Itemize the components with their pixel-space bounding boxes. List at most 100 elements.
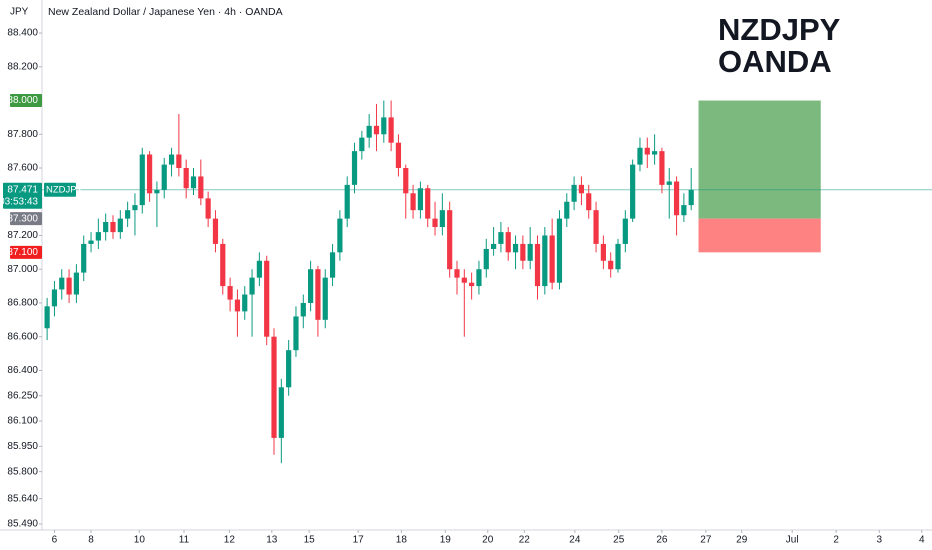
candle-body xyxy=(220,243,226,287)
candle-body xyxy=(681,205,687,216)
y-tick-label: 87.200 xyxy=(7,230,38,241)
symbol-badge xyxy=(44,182,76,197)
axis-currency: JPY xyxy=(10,7,29,18)
candle-body xyxy=(51,289,58,307)
y-tick-label: 85.800 xyxy=(7,466,38,477)
candle-body xyxy=(586,193,592,211)
candle-body xyxy=(373,125,380,135)
candle-body xyxy=(212,218,219,244)
candle-body xyxy=(337,218,343,253)
candle-body xyxy=(608,260,614,270)
candle-body xyxy=(410,193,416,211)
y-tick-label: 85.950 xyxy=(7,441,38,452)
candle-body xyxy=(578,184,585,194)
candle-body xyxy=(125,210,131,219)
y-tick-label: 88.400 xyxy=(7,28,38,39)
candle-body xyxy=(366,125,372,138)
candle-body xyxy=(351,151,358,185)
candle-body xyxy=(234,299,241,312)
x-tick-label: 20 xyxy=(482,535,494,546)
candle-body xyxy=(417,188,423,211)
y-tick-label: 88.200 xyxy=(7,61,38,72)
candle-body xyxy=(59,277,65,290)
candle-body xyxy=(117,218,123,233)
x-tick-label: 26 xyxy=(656,535,668,546)
x-tick-label: 12 xyxy=(224,535,236,546)
candle-body xyxy=(542,235,548,287)
candle-body xyxy=(527,243,533,261)
x-tick-label: 4 xyxy=(919,535,925,546)
y-tick-label: 86.400 xyxy=(7,365,38,376)
candle-body xyxy=(183,168,189,189)
x-tick-label: 3 xyxy=(877,535,883,546)
x-tick-label: 15 xyxy=(304,535,316,546)
candle-body xyxy=(454,269,460,278)
candle-body xyxy=(630,164,636,219)
candle-body xyxy=(644,147,650,155)
candle-body xyxy=(447,210,453,270)
candle-body xyxy=(622,218,628,244)
y-tick-label: 86.600 xyxy=(7,331,38,342)
y-tick-label: 87.800 xyxy=(7,129,38,140)
candle-body xyxy=(571,184,577,202)
watermark: OANDA xyxy=(718,44,832,79)
candle-body xyxy=(271,336,277,438)
x-tick-label: 13 xyxy=(266,535,278,546)
x-tick-label: Jul xyxy=(786,535,799,546)
y-tick-label: 85.640 xyxy=(7,493,38,504)
loss-zone xyxy=(698,218,821,253)
candle-body xyxy=(176,154,182,169)
candle-body xyxy=(512,243,519,253)
candle-body xyxy=(286,350,292,388)
x-tick-label: 6 xyxy=(52,535,58,546)
candle-body xyxy=(381,117,387,135)
candle-body xyxy=(505,232,511,253)
stop-label: 87.100 xyxy=(7,247,38,258)
candle-body xyxy=(534,243,541,287)
candle-body xyxy=(652,151,658,155)
candle-body xyxy=(688,189,694,206)
candle-body xyxy=(205,198,211,219)
candle-body xyxy=(359,137,365,152)
y-tick-label: 87.000 xyxy=(7,264,38,275)
candle-body xyxy=(249,277,255,295)
candle-body xyxy=(556,218,563,283)
candle-body xyxy=(73,272,79,295)
candle-body xyxy=(329,252,336,278)
candle-body xyxy=(322,277,328,320)
candle-body xyxy=(146,154,153,194)
target-badge xyxy=(10,94,42,108)
watermark: NZDJPY xyxy=(718,12,841,47)
x-tick-label: 8 xyxy=(88,535,94,546)
candle-body xyxy=(227,286,233,300)
x-tick-label: 25 xyxy=(613,535,625,546)
symbol-label: NZDJPY xyxy=(46,184,84,195)
entry-label: 87.300 xyxy=(7,213,38,224)
candle-body xyxy=(44,306,50,329)
last-price-badge xyxy=(3,182,42,209)
candle-body xyxy=(615,243,621,270)
x-tick-label: 18 xyxy=(396,535,408,546)
x-tick-label: 11 xyxy=(179,535,190,546)
candle-body xyxy=(564,201,570,219)
candle-body xyxy=(388,117,394,143)
candle-body xyxy=(461,277,467,283)
candle-body xyxy=(490,243,497,249)
candle-body xyxy=(242,294,248,312)
candle-body xyxy=(666,181,672,185)
candle-body xyxy=(168,154,175,165)
chart-title: New Zealand Dollar / Japanese Yen · 4h ·… xyxy=(48,6,283,18)
candle-body xyxy=(103,221,109,233)
y-tick-label: 85.490 xyxy=(7,519,38,530)
candle-body xyxy=(293,316,299,351)
candle-body xyxy=(673,181,680,216)
candle-body xyxy=(81,243,87,273)
candle-body xyxy=(256,260,262,278)
candle-body xyxy=(95,232,101,241)
candle-body xyxy=(439,210,445,228)
candle-body xyxy=(403,168,409,194)
candle-body xyxy=(498,232,504,244)
stop-badge xyxy=(10,245,42,259)
candle-body xyxy=(154,189,160,194)
